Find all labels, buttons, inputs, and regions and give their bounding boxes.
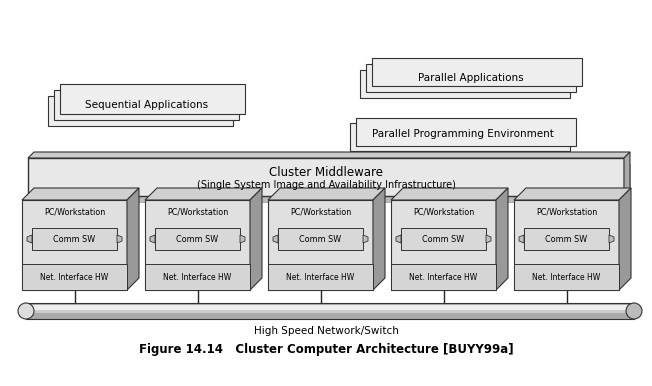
Bar	[360, 70, 570, 98]
Text: PC/Workstation: PC/Workstation	[413, 208, 474, 217]
Polygon shape	[519, 235, 524, 243]
Bar	[26, 305, 634, 310]
Bar	[356, 118, 576, 146]
Bar	[54, 90, 239, 120]
Polygon shape	[396, 235, 401, 243]
Bar	[391, 264, 496, 290]
Polygon shape	[28, 152, 630, 158]
Bar	[48, 96, 233, 126]
Bar	[268, 264, 373, 290]
Text: Parallel Applications: Parallel Applications	[418, 73, 524, 83]
Polygon shape	[496, 188, 508, 290]
Bar	[26, 303, 634, 319]
Polygon shape	[609, 235, 614, 243]
Polygon shape	[27, 235, 32, 243]
Text: Comm SW: Comm SW	[546, 235, 587, 244]
Text: Net. Interface HW: Net. Interface HW	[409, 273, 478, 281]
Text: High Speed Network/Switch: High Speed Network/Switch	[254, 326, 398, 336]
Bar	[22, 264, 127, 290]
Polygon shape	[514, 188, 631, 200]
Bar	[28, 158, 624, 196]
Text: Comm SW: Comm SW	[422, 235, 465, 244]
Bar	[514, 264, 619, 290]
Bar	[524, 228, 609, 250]
Polygon shape	[250, 188, 262, 290]
Bar	[514, 200, 619, 290]
Bar	[401, 228, 486, 250]
Text: Net. Interface HW: Net. Interface HW	[533, 273, 600, 281]
Polygon shape	[486, 235, 491, 243]
Polygon shape	[240, 235, 245, 243]
Ellipse shape	[18, 303, 34, 319]
Text: Comm SW: Comm SW	[177, 235, 218, 244]
Text: Parallel Programming Environment: Parallel Programming Environment	[372, 129, 554, 139]
Polygon shape	[373, 188, 385, 290]
Bar	[26, 305, 634, 313]
Bar	[155, 228, 240, 250]
Bar	[34, 164, 630, 202]
Bar	[60, 84, 245, 114]
Polygon shape	[363, 235, 368, 243]
Polygon shape	[391, 188, 508, 200]
Bar	[22, 200, 127, 290]
Text: Net. Interface HW: Net. Interface HW	[164, 273, 231, 281]
Bar	[372, 58, 582, 86]
Polygon shape	[150, 235, 155, 243]
Ellipse shape	[626, 303, 642, 319]
Text: Net. Interface HW: Net. Interface HW	[40, 273, 109, 281]
Text: Cluster Middleware: Cluster Middleware	[269, 166, 383, 179]
Polygon shape	[619, 188, 631, 290]
Bar	[32, 228, 117, 250]
Polygon shape	[127, 188, 139, 290]
Polygon shape	[624, 152, 630, 196]
Text: PC/Workstation: PC/Workstation	[167, 208, 228, 217]
Text: Sequential Applications: Sequential Applications	[85, 100, 208, 110]
Text: Net. Interface HW: Net. Interface HW	[286, 273, 355, 281]
Bar	[366, 64, 576, 92]
Bar	[26, 303, 634, 319]
Polygon shape	[273, 235, 278, 243]
Text: PC/Workstation: PC/Workstation	[290, 208, 351, 217]
Text: Figure 14.14   Cluster Computer Architecture [BUYY99a]: Figure 14.14 Cluster Computer Architectu…	[139, 342, 513, 356]
Bar	[391, 200, 496, 290]
Text: Comm SW: Comm SW	[299, 235, 342, 244]
Text: PC/Workstation: PC/Workstation	[536, 208, 597, 217]
Polygon shape	[145, 188, 262, 200]
Bar	[268, 200, 373, 290]
Polygon shape	[268, 188, 385, 200]
Polygon shape	[117, 235, 122, 243]
Text: Comm SW: Comm SW	[53, 235, 96, 244]
Bar	[278, 228, 363, 250]
Text: (Single System Image and Availability Infrastructure): (Single System Image and Availability In…	[196, 180, 456, 190]
Polygon shape	[22, 188, 139, 200]
Bar	[145, 264, 250, 290]
Bar	[145, 200, 250, 290]
Text: PC/Workstation: PC/Workstation	[44, 208, 105, 217]
Bar	[350, 123, 570, 151]
